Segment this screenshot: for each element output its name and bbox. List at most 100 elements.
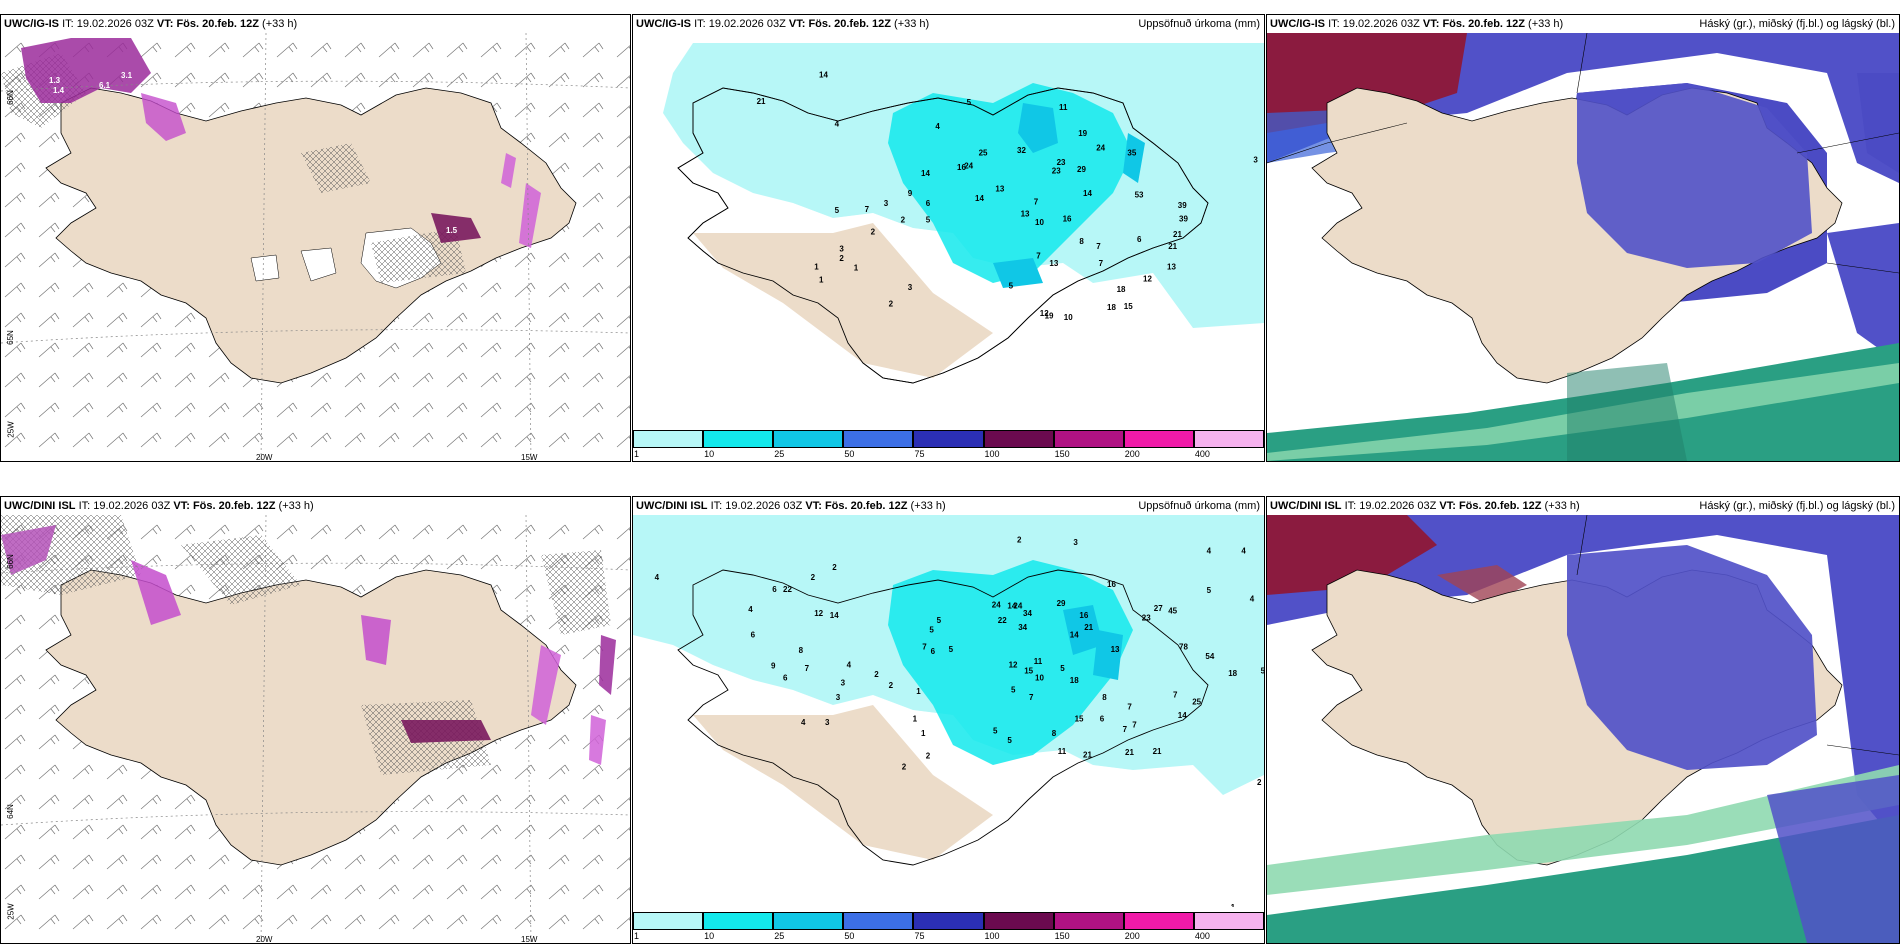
precip-value-label: 16 <box>1063 214 1072 223</box>
precip-value-label: 15 <box>1124 302 1133 311</box>
precip-value-label: 15 <box>1075 714 1084 723</box>
colorbar-segment <box>1123 912 1194 930</box>
colorbar-segment <box>773 912 844 930</box>
svg-text:6.1: 6.1 <box>99 81 111 90</box>
colorbar-tick-label: 75 <box>914 449 925 459</box>
colorbar-segment <box>913 430 984 448</box>
precip-value-label: 27 <box>1154 604 1163 613</box>
precip-value-label: 39 <box>1178 201 1187 210</box>
panel-cloud-map-bottom: UWC/DINI ISL IT: 19.02.2026 03Z VT: Fös.… <box>1266 496 1900 944</box>
precip-value-label: 24 <box>1013 602 1022 611</box>
precip-value-label: 7 <box>865 205 870 214</box>
precip-value-label: 3 <box>841 678 846 687</box>
precip-value-label: 21 <box>1168 242 1177 251</box>
precip-value-label: 32 <box>1017 146 1026 155</box>
precip-value-label: 21 <box>1083 750 1092 759</box>
precip-value-label: 14 <box>830 611 839 620</box>
precip-value-label: 1 <box>819 276 824 285</box>
vt-label: VT: <box>173 500 190 512</box>
precip-value-label: 21 <box>1084 623 1093 632</box>
precip-value-label: 8 <box>1079 237 1084 246</box>
it-value: 19.02.2026 03Z <box>1359 500 1437 512</box>
precip-value-label: 4 <box>935 122 940 131</box>
colorbar-segment <box>843 430 914 448</box>
precip-value-label: 21 <box>1173 230 1182 239</box>
precip-value-label: 24 <box>1096 144 1105 153</box>
precip-value-label: 18 <box>1228 669 1237 678</box>
precip-value-label: 1 <box>854 264 859 273</box>
it-value: 19.02.2026 03Z <box>708 18 786 30</box>
vt-value: Fös. 20.feb. 12Z <box>824 500 908 512</box>
lead-time: (+33 h) <box>1544 500 1580 512</box>
precip-value-label: 12 <box>1143 274 1152 283</box>
precip-value-label: 7 <box>1123 725 1128 734</box>
colorbar-tick-label: 25 <box>774 931 785 941</box>
precip-value-label: 5 <box>1007 736 1012 745</box>
vt-value: Fös. 20.feb. 12Z <box>808 18 891 30</box>
precip-value-label: 5 <box>1207 586 1212 595</box>
it-label: IT: <box>1344 500 1357 512</box>
precip-value-label: 25 <box>979 148 988 157</box>
precip-value-label: 18 <box>1107 303 1116 312</box>
precip-value-label: 39 <box>1179 214 1188 223</box>
cloud-map-canvas <box>1267 33 1899 461</box>
precip-colorbar: 1 10 25 50 75 100 150 200 400 <box>633 430 1264 461</box>
colorbar-segment <box>1053 912 1124 930</box>
colorbar-tick-label: 1 <box>634 449 640 459</box>
colorbar-segment <box>633 912 704 930</box>
it-value: 19.02.2026 03Z <box>93 500 171 512</box>
precip-value-label: 23 <box>1052 166 1061 175</box>
precip-value-label: 14 <box>975 194 984 203</box>
colorbar-segment <box>843 912 914 930</box>
precip-value-label: 19 <box>1045 312 1054 321</box>
colorbar-segment <box>633 430 704 448</box>
precip-value-label: 3 <box>1073 538 1078 547</box>
precip-value-label: 13 <box>995 184 1004 193</box>
panel-header: UWC/IG-IS IT: 19.02.2026 03Z VT: Fös. 20… <box>1267 15 1899 33</box>
colorbar-tick-label: 100 <box>984 449 1000 459</box>
cloud-title: Háský (gr.), miðský (fj.bl.) og lágský (… <box>1699 500 1895 512</box>
lead-time: (+33 h) <box>278 500 314 512</box>
colorbar-tick-label: 400 <box>1194 449 1210 459</box>
precip-value-label: 22 <box>998 616 1007 625</box>
precip-value-label: 2 <box>811 573 816 582</box>
precip-value-label: 6 <box>751 630 756 639</box>
precip-value-label: 3 <box>884 199 889 208</box>
wind-map-canvas: 1.3 1.4 3.1 6.1 1.5 <box>1 33 630 461</box>
precip-value-label: 23 <box>1057 158 1066 167</box>
precip-value-label: 3 <box>839 244 844 253</box>
precip-value-label: 24 <box>964 162 973 171</box>
precip-value-label: 7 <box>805 664 810 673</box>
colorbar-tick-label: 25 <box>774 449 785 459</box>
precip-value-label: 6 <box>783 674 788 683</box>
precip-value-label: 34 <box>1018 623 1027 632</box>
precip-value-label: 2 <box>889 681 894 690</box>
axis-label-lon-25: 25W <box>6 903 16 920</box>
precip-value-label: 5 <box>929 626 934 635</box>
colorbar-segment <box>1053 430 1124 448</box>
precip-value-label: 8 <box>799 646 804 655</box>
lead-time: (+33 h) <box>894 18 930 30</box>
it-value: 19.02.2026 03Z <box>1342 18 1420 30</box>
precip-value-label: 53 <box>1135 190 1144 199</box>
panel-header: UWC/DINI ISL IT: 19.02.2026 03Z VT: Fös.… <box>1 497 630 515</box>
precip-value-label: 11 <box>1058 747 1067 756</box>
precip-value-label: 2 <box>901 216 906 225</box>
precip-value-label: 6 <box>772 585 777 594</box>
precip-value-label: 21 <box>757 97 766 106</box>
colorbar-tick-label: 75 <box>914 931 925 941</box>
precip-value-label: 2 <box>889 300 894 309</box>
precip-area-nw <box>21 38 151 103</box>
axis-label-lon-20: 20W <box>256 453 273 462</box>
precip-value-label: 3 <box>825 718 830 727</box>
precip-value-label: 13 <box>1049 259 1058 268</box>
precip-title: Uppsöfnuð úrkoma (mm) <box>1138 500 1260 512</box>
precip-value-label: 19 <box>1078 129 1087 138</box>
precip-value-label: 16 <box>957 163 966 172</box>
precip-value-label: 14 <box>1178 711 1187 720</box>
cloud-map-canvas <box>1267 515 1899 943</box>
precip-value-label: 12 <box>814 609 823 618</box>
panel-header: UWC/DINI ISL IT: 19.02.2026 03Z VT: Fös.… <box>1267 497 1899 515</box>
panel-header: UWC/IG-IS IT: 19.02.2026 03Z VT: Fös. 20… <box>1 15 630 33</box>
